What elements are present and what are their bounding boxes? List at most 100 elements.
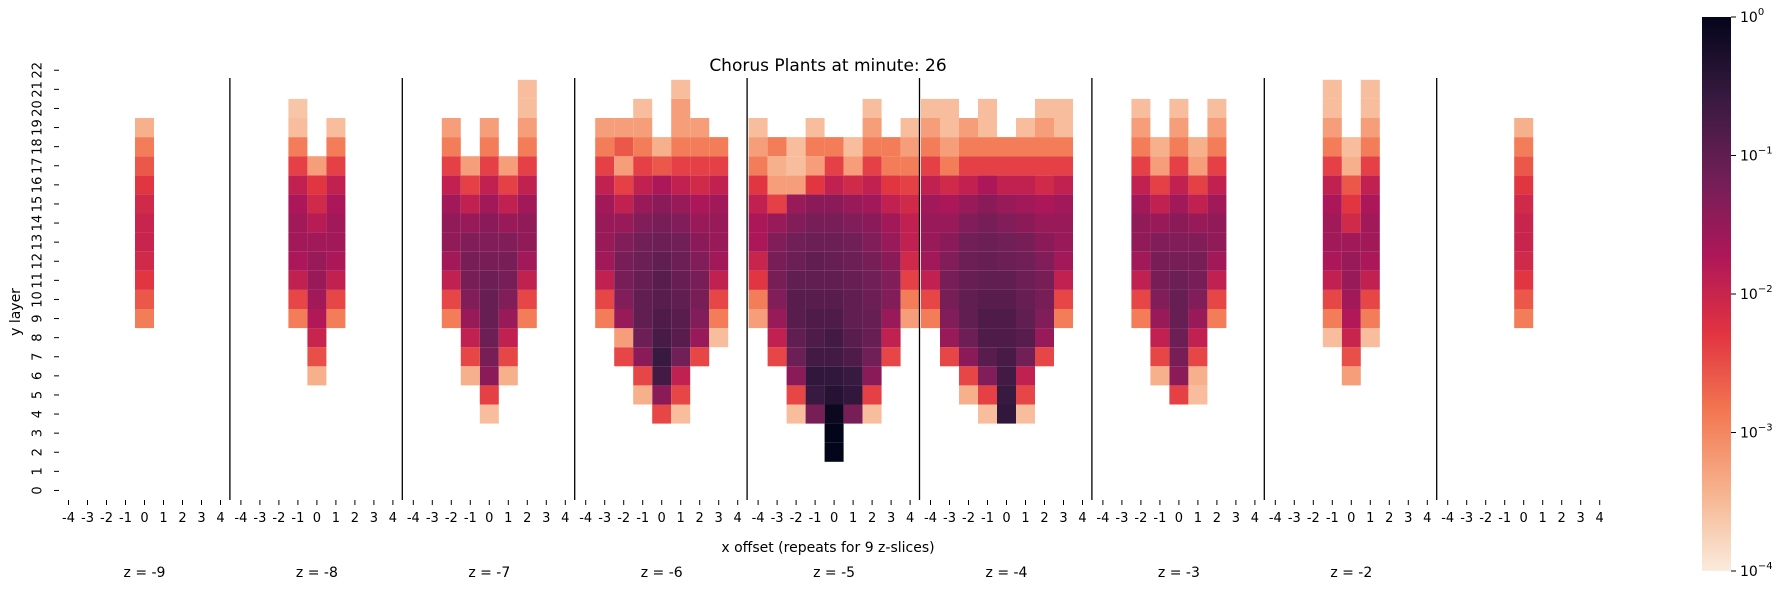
y-tick-label: 9 — [31, 314, 46, 322]
x-tick-label: -1 — [291, 511, 304, 526]
heatmap-cell — [326, 309, 346, 329]
heatmap-cell — [690, 270, 710, 290]
heatmap-cell — [307, 232, 327, 252]
y-tick-label: 21 — [31, 81, 46, 98]
x-tick-label: 0 — [313, 511, 321, 526]
heatmap-cell — [997, 156, 1016, 176]
heatmap-cell — [1169, 385, 1189, 405]
x-tick-label: 4 — [1423, 511, 1431, 526]
heatmap-cell — [767, 347, 787, 367]
heatmap-cell — [1035, 156, 1054, 176]
heatmap-cell — [900, 137, 920, 157]
heatmap-cell — [1169, 156, 1189, 176]
heatmap-cell — [326, 194, 346, 214]
y-tick-label: 1 — [31, 467, 46, 475]
x-tick-label: 2 — [1558, 511, 1566, 526]
heatmap-cell — [498, 251, 518, 271]
heatmap-cell — [748, 309, 768, 329]
heatmap-cell — [1514, 156, 1534, 176]
heatmap-cell — [824, 194, 844, 214]
heatmap-cell — [614, 328, 634, 348]
heatmap-cell — [921, 213, 940, 233]
x-tick-label: 1 — [504, 511, 512, 526]
x-tick-label: -2 — [790, 511, 803, 526]
heatmap-cell — [633, 385, 653, 405]
heatmap-cell — [1016, 213, 1035, 233]
heatmap-cell — [1169, 347, 1189, 367]
heatmap-cell — [498, 328, 518, 348]
x-tick-label: 4 — [1078, 511, 1086, 526]
heatmap-cell — [460, 270, 480, 290]
heatmap-cell — [978, 232, 997, 252]
heatmap-cell — [633, 270, 653, 290]
heatmap-cell — [288, 118, 308, 138]
x-tick-label: 3 — [715, 511, 723, 526]
heatmap-cell — [862, 289, 882, 309]
heatmap-cell — [767, 156, 787, 176]
heatmap-cell — [805, 289, 825, 309]
heatmap-cell — [690, 328, 710, 348]
heatmap-cell — [805, 156, 825, 176]
heatmap-cell — [1188, 366, 1208, 386]
heatmap-cell — [1341, 328, 1361, 348]
heatmap-cell — [1150, 137, 1170, 157]
x-tick-label: -2 — [617, 511, 630, 526]
heatmap-cell — [1131, 232, 1151, 252]
heatmap-cell — [690, 118, 710, 138]
heatmap-cell — [614, 251, 634, 271]
heatmap-cell — [633, 213, 653, 233]
heatmap-cell — [441, 156, 461, 176]
heatmap-cell — [1131, 213, 1151, 233]
heatmap-cell — [498, 175, 518, 195]
heatmap-cell — [633, 328, 653, 348]
x-tick-label: -1 — [1153, 511, 1166, 526]
heatmap-cell — [460, 366, 480, 386]
heatmap-cell — [748, 194, 768, 214]
heatmap-cell — [1207, 175, 1227, 195]
heatmap-cell — [805, 328, 825, 348]
heatmap-cell — [843, 175, 863, 195]
heatmap-cell — [1150, 232, 1170, 252]
heatmap-cell — [940, 194, 959, 214]
heatmap-cell — [997, 251, 1016, 271]
heatmap-cell — [652, 194, 672, 214]
heatmap-cell — [709, 194, 729, 214]
heatmap-cell — [1188, 309, 1208, 329]
heatmap-cell — [614, 137, 634, 157]
y-tick-label: 4 — [31, 410, 46, 418]
x-tick-label: 3 — [1059, 511, 1067, 526]
heatmap-cell — [288, 213, 308, 233]
heatmap-cell — [479, 328, 499, 348]
x-tick-label: -2 — [100, 511, 113, 526]
heatmap-cell — [1360, 251, 1380, 271]
heatmap-cell — [959, 251, 978, 271]
y-tick-label: 3 — [31, 429, 46, 437]
heatmap-cell — [1514, 270, 1534, 290]
heatmap-cell — [786, 404, 806, 424]
heatmap-cell — [498, 289, 518, 309]
heatmap-cell — [595, 194, 615, 214]
heatmap-cell — [460, 175, 480, 195]
heatmap-cell — [1360, 232, 1380, 252]
heatmap-cell — [517, 79, 537, 99]
heatmap-cell — [709, 156, 729, 176]
heatmap-cell — [940, 309, 959, 329]
heatmap-cell — [824, 232, 844, 252]
heatmap-cell — [1035, 213, 1054, 233]
heatmap-cell — [633, 366, 653, 386]
heatmap-cell — [862, 347, 882, 367]
heatmap-cell — [595, 213, 615, 233]
heatmap-cell — [288, 251, 308, 271]
heatmap-cell — [805, 270, 825, 290]
heatmap-cell — [824, 156, 844, 176]
heatmap-cell — [824, 175, 844, 195]
heatmap-cell — [441, 251, 461, 271]
heatmap-cell — [517, 137, 537, 157]
x-tick-label: 1 — [849, 511, 857, 526]
heatmap-cell — [1188, 251, 1208, 271]
heatmap-cell — [326, 156, 346, 176]
heatmap-cell — [671, 385, 691, 405]
heatmap-cell — [690, 289, 710, 309]
heatmap-cell — [959, 328, 978, 348]
heatmap-cell — [1188, 194, 1208, 214]
